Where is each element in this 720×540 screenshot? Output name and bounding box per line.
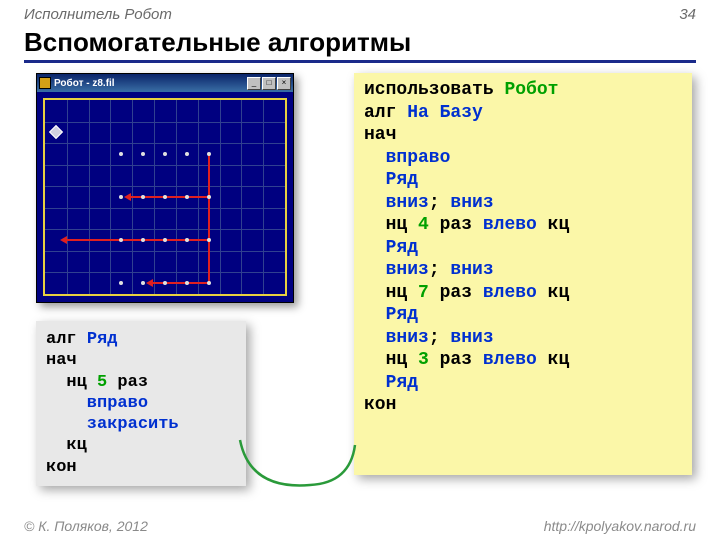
robot-grid [43, 98, 287, 296]
window-title: Робот - z8.fil [54, 78, 115, 89]
footer-url: http://kpolyakov.narod.ru [544, 518, 696, 534]
code-sub-algorithm: алг Ряднач нц 5 раз вправо закрасить кцк… [36, 321, 246, 486]
page-number: 34 [679, 6, 696, 23]
close-button[interactable]: × [277, 77, 291, 90]
page-title: Вспомогательные алгоритмы [0, 23, 720, 60]
maximize-button[interactable]: □ [262, 77, 276, 90]
code-main-algorithm: использовать Роботалг На Базунач вправо … [354, 73, 692, 475]
title-divider [24, 60, 696, 63]
breadcrumb: Исполнитель Робот [24, 6, 172, 23]
minimize-button[interactable]: _ [247, 77, 261, 90]
robot-window: Робот - z8.fil _ □ × [36, 73, 294, 303]
connector-arrow [230, 435, 360, 495]
app-icon [39, 77, 51, 89]
footer-copyright: © К. Поляков, 2012 [24, 518, 148, 534]
window-titlebar[interactable]: Робот - z8.fil _ □ × [37, 74, 293, 92]
